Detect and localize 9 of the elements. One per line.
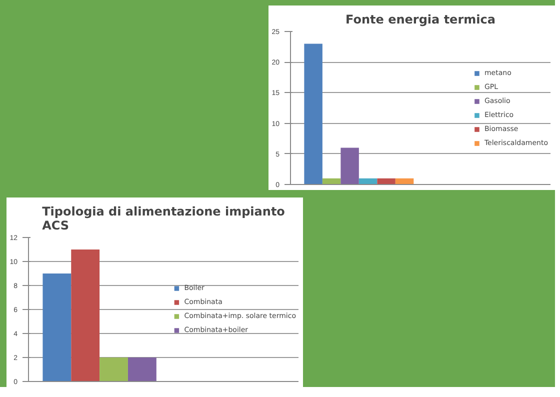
bar <box>42 274 72 382</box>
bar <box>304 44 322 184</box>
bar <box>100 358 128 382</box>
bar <box>71 250 100 382</box>
bar <box>340 148 359 184</box>
chart-title: Fonte energia termica <box>346 12 496 26</box>
chart-title: Tipologia di alimentazione impianto ACS <box>42 204 285 232</box>
bar <box>377 178 396 184</box>
bar <box>128 358 156 382</box>
